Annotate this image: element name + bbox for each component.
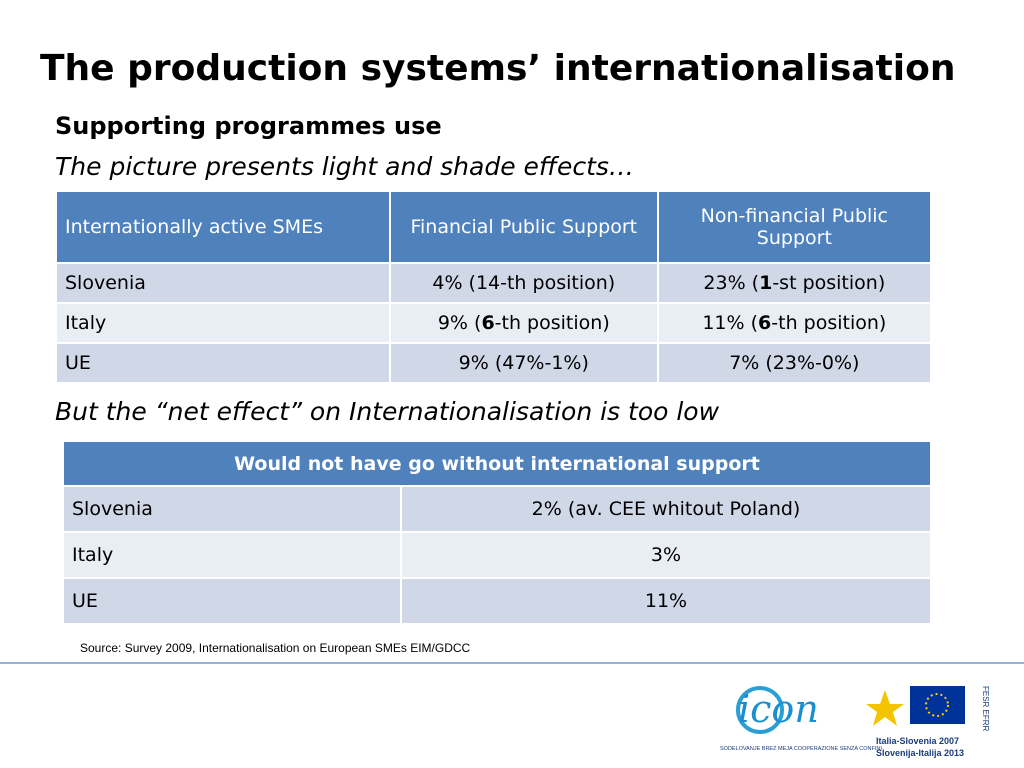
star xyxy=(866,690,904,726)
cell: 9% (47%-1%) xyxy=(388,342,659,384)
text-run: -th position) xyxy=(771,312,887,334)
title: The production systems’ internationalisa… xyxy=(40,48,956,89)
header-cell: Internationally active SMEs xyxy=(55,190,391,264)
cell: 11% xyxy=(400,577,932,625)
cell: 9% (6-th position) xyxy=(388,302,659,344)
table: Would not have go without international … xyxy=(62,440,932,625)
subtitle: Supporting programmes use xyxy=(55,112,442,140)
row: UE 9% (47%-1%) 7% (23%-0%) xyxy=(55,342,933,384)
text-run: 23% ( xyxy=(703,272,760,294)
text-run: 6 xyxy=(758,312,772,334)
eu-flag xyxy=(910,686,965,724)
divider xyxy=(0,662,1024,664)
table: Internationally active SMEs Financial Pub… xyxy=(55,190,933,384)
row: UE 11% xyxy=(62,577,932,625)
cell: Italy xyxy=(55,302,391,344)
text-run: 9% ( xyxy=(437,312,482,334)
cell: Italy xyxy=(62,531,402,579)
cell: 23% (1-st position) xyxy=(656,262,933,304)
row: Italy 9% (6-th position) 11% (6-th positio… xyxy=(55,302,933,344)
section-heading: But the “net effect” on Internationalisa… xyxy=(55,397,720,426)
row: Slovenia 2% (av. CEE whitout Poland) xyxy=(62,485,932,533)
source: Source: Survey 2009, Internationalisatio… xyxy=(80,641,471,655)
note: The picture presents light and shade eff… xyxy=(55,152,634,181)
header-row: Would not have go without international … xyxy=(62,440,932,487)
text-run: -th position) xyxy=(494,312,610,334)
header-cell: Would not have go without international … xyxy=(62,440,932,487)
row: Italy 3% xyxy=(62,531,932,579)
header-row: Internationally active SMEs Financial Pub… xyxy=(55,190,933,264)
cell: UE xyxy=(62,577,402,625)
cell: 4% (14-th position) xyxy=(388,262,659,304)
cell: 2% (av. CEE whitout Poland) xyxy=(400,485,932,533)
text-run: 6 xyxy=(481,312,495,334)
eu-stars xyxy=(925,693,949,717)
cell: 3% xyxy=(400,531,932,579)
cell: Slovenia xyxy=(55,262,391,304)
cell: 11% (6-th position) xyxy=(656,302,933,344)
logo-text: icon xyxy=(738,687,819,731)
text-run: -st position) xyxy=(772,272,886,294)
programme: Italia-Slovenia 2007 xyxy=(876,736,959,746)
fund: FESR EFRR xyxy=(981,686,990,732)
row: Slovenia 4% (14-th position) 23% (1-st pos… xyxy=(55,262,933,304)
logo-ring xyxy=(736,686,784,734)
header-cell: Financial Public Support xyxy=(388,190,659,264)
header-cell: Non-financial Public Support xyxy=(656,190,933,264)
logos: icon SODELOVANJE BREZ MEJA COOPERAZIONE … xyxy=(720,686,990,758)
cell: 7% (23%-0%) xyxy=(656,342,933,384)
text-run: 1 xyxy=(759,272,773,294)
text-run: 11% ( xyxy=(702,312,759,334)
cell: UE xyxy=(55,342,391,384)
programme: Slovenija-Italija 2013 xyxy=(876,748,964,758)
cell: Slovenia xyxy=(62,485,402,533)
logo-caption: SODELOVANJE BREZ MEJA COOPERAZIONE SENZA… xyxy=(720,746,882,752)
